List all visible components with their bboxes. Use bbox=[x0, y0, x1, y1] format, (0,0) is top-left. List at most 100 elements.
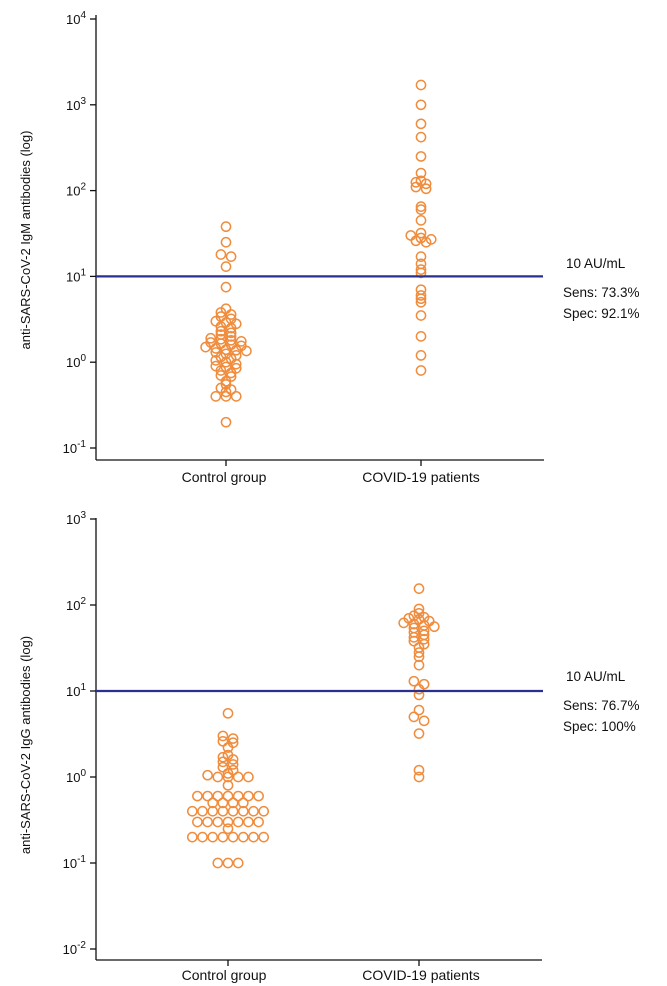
igm-covid-point bbox=[420, 183, 432, 195]
igg-panel: anti-SARS-CoV-2 IgG antibodies (log) 10-… bbox=[18, 510, 640, 983]
igm-control-point bbox=[215, 333, 227, 345]
igg-control-point bbox=[217, 751, 229, 763]
igg-covid-point bbox=[413, 704, 425, 716]
igg-control-point bbox=[248, 805, 259, 817]
igg-control-point bbox=[202, 816, 213, 828]
igg-covid-point bbox=[413, 771, 425, 783]
igg-control-point bbox=[212, 790, 224, 802]
igg-y-tick-label: 10-2 bbox=[63, 940, 87, 957]
igg-control-point bbox=[222, 779, 234, 791]
igg-covid-point bbox=[403, 612, 415, 624]
igm-covid-point bbox=[415, 175, 427, 187]
igg-covid-point bbox=[413, 728, 425, 739]
igg-control-point bbox=[192, 816, 203, 828]
igm-control-point bbox=[235, 340, 247, 352]
igg-control-point bbox=[237, 831, 249, 843]
igm-covid-point bbox=[410, 176, 422, 188]
igg-control-point bbox=[212, 816, 224, 828]
igg-covid-point bbox=[413, 659, 425, 671]
igg-control-point bbox=[197, 831, 208, 843]
igg-control-point bbox=[227, 797, 239, 809]
igm-control-point bbox=[220, 303, 232, 315]
igg-control-point bbox=[222, 771, 234, 783]
igg-covid-point bbox=[408, 622, 420, 634]
igm-y-tick-label: 102 bbox=[66, 182, 86, 199]
igm-covid-point bbox=[415, 79, 427, 91]
igg-control-point bbox=[232, 857, 244, 869]
igm-control-point bbox=[215, 329, 227, 340]
igm-covid-point bbox=[415, 227, 427, 239]
igm-covid-point bbox=[415, 310, 427, 321]
igm-covid-point bbox=[415, 258, 427, 270]
igg-covid-point bbox=[408, 675, 420, 687]
igm-y-tick-label: 101 bbox=[66, 267, 86, 284]
igg-category-label-control: Control group bbox=[182, 967, 267, 983]
igg-covid-point bbox=[418, 678, 430, 690]
igm-control-point bbox=[225, 367, 237, 379]
igg-control-point bbox=[217, 831, 229, 843]
igm-control-point bbox=[215, 249, 227, 260]
igm-covid-point bbox=[415, 151, 427, 162]
igg-control-point bbox=[212, 857, 224, 869]
igg-covid-point bbox=[413, 583, 425, 594]
igg-control-point bbox=[243, 771, 254, 783]
igm-control-point bbox=[225, 251, 237, 262]
igg-covid-point bbox=[408, 711, 420, 723]
igm-control-point bbox=[225, 327, 237, 339]
igg-y-tick-label: 10-1 bbox=[63, 854, 87, 871]
igg-control-point bbox=[217, 797, 229, 809]
igg-control-point bbox=[253, 790, 264, 802]
igg-covid-point bbox=[418, 625, 430, 637]
igm-control-point bbox=[225, 384, 237, 395]
igm-control-point bbox=[215, 311, 227, 322]
igm-control-point bbox=[225, 339, 237, 351]
igg-sensitivity-label: Sens: 76.7% bbox=[563, 698, 640, 713]
igm-control-point bbox=[220, 281, 232, 293]
igm-covid-point bbox=[425, 234, 437, 245]
igm-covid-point bbox=[415, 251, 427, 262]
igm-y-tick-label: 10-1 bbox=[63, 439, 87, 456]
igg-control-point bbox=[237, 805, 249, 817]
igg-cutoff-label: 10 AU/mL bbox=[566, 669, 626, 684]
igg-control-point bbox=[222, 823, 234, 835]
igm-control-point bbox=[220, 261, 232, 272]
igg-y-axis-title: anti-SARS-CoV-2 IgG antibodies (log) bbox=[18, 636, 33, 854]
igm-control-point bbox=[220, 416, 232, 428]
igg-data-points bbox=[186, 583, 440, 869]
igg-covid-point bbox=[418, 715, 430, 727]
igg-category-label-covid: COVID-19 patients bbox=[362, 967, 480, 983]
igg-control-point bbox=[207, 805, 219, 817]
igm-specificity-label: Spec: 92.1% bbox=[563, 306, 640, 321]
igg-control-point bbox=[217, 735, 229, 747]
igm-control-point bbox=[220, 375, 232, 387]
igm-y-tick-label: 104 bbox=[66, 10, 86, 27]
igm-control-point bbox=[215, 325, 227, 337]
igm-covid-point bbox=[415, 167, 427, 179]
igg-control-point bbox=[243, 816, 254, 828]
igm-covid-point bbox=[415, 131, 427, 143]
igg-control-point bbox=[253, 816, 264, 828]
igg-control-point bbox=[202, 790, 213, 802]
igm-control-point bbox=[225, 313, 237, 325]
igm-covid-point bbox=[415, 99, 427, 111]
igg-control-point bbox=[217, 805, 229, 817]
igg-control-point bbox=[258, 805, 270, 817]
igg-control-point bbox=[227, 737, 239, 749]
igm-control-point bbox=[205, 332, 217, 344]
igg-control-point bbox=[207, 797, 219, 809]
igm-covid-point bbox=[415, 296, 427, 308]
igm-panel: anti-SARS-CoV-2 IgM antibodies (log) 10-… bbox=[18, 10, 640, 485]
igg-control-point bbox=[232, 771, 244, 783]
igm-covid-point bbox=[420, 178, 432, 190]
igg-control-point bbox=[237, 797, 249, 809]
igg-covid-point bbox=[408, 627, 420, 638]
igg-control-point bbox=[222, 749, 234, 761]
igm-covid-point bbox=[405, 230, 417, 241]
igg-control-point bbox=[207, 831, 219, 843]
igm-control-point bbox=[220, 390, 232, 402]
igg-control-point bbox=[197, 805, 208, 817]
igg-y-ticks: 10-2 10-1 100 101 102 103 bbox=[63, 510, 96, 957]
igg-control-point bbox=[202, 769, 213, 781]
igg-covid-point bbox=[408, 610, 420, 622]
igm-control-point bbox=[220, 221, 232, 233]
